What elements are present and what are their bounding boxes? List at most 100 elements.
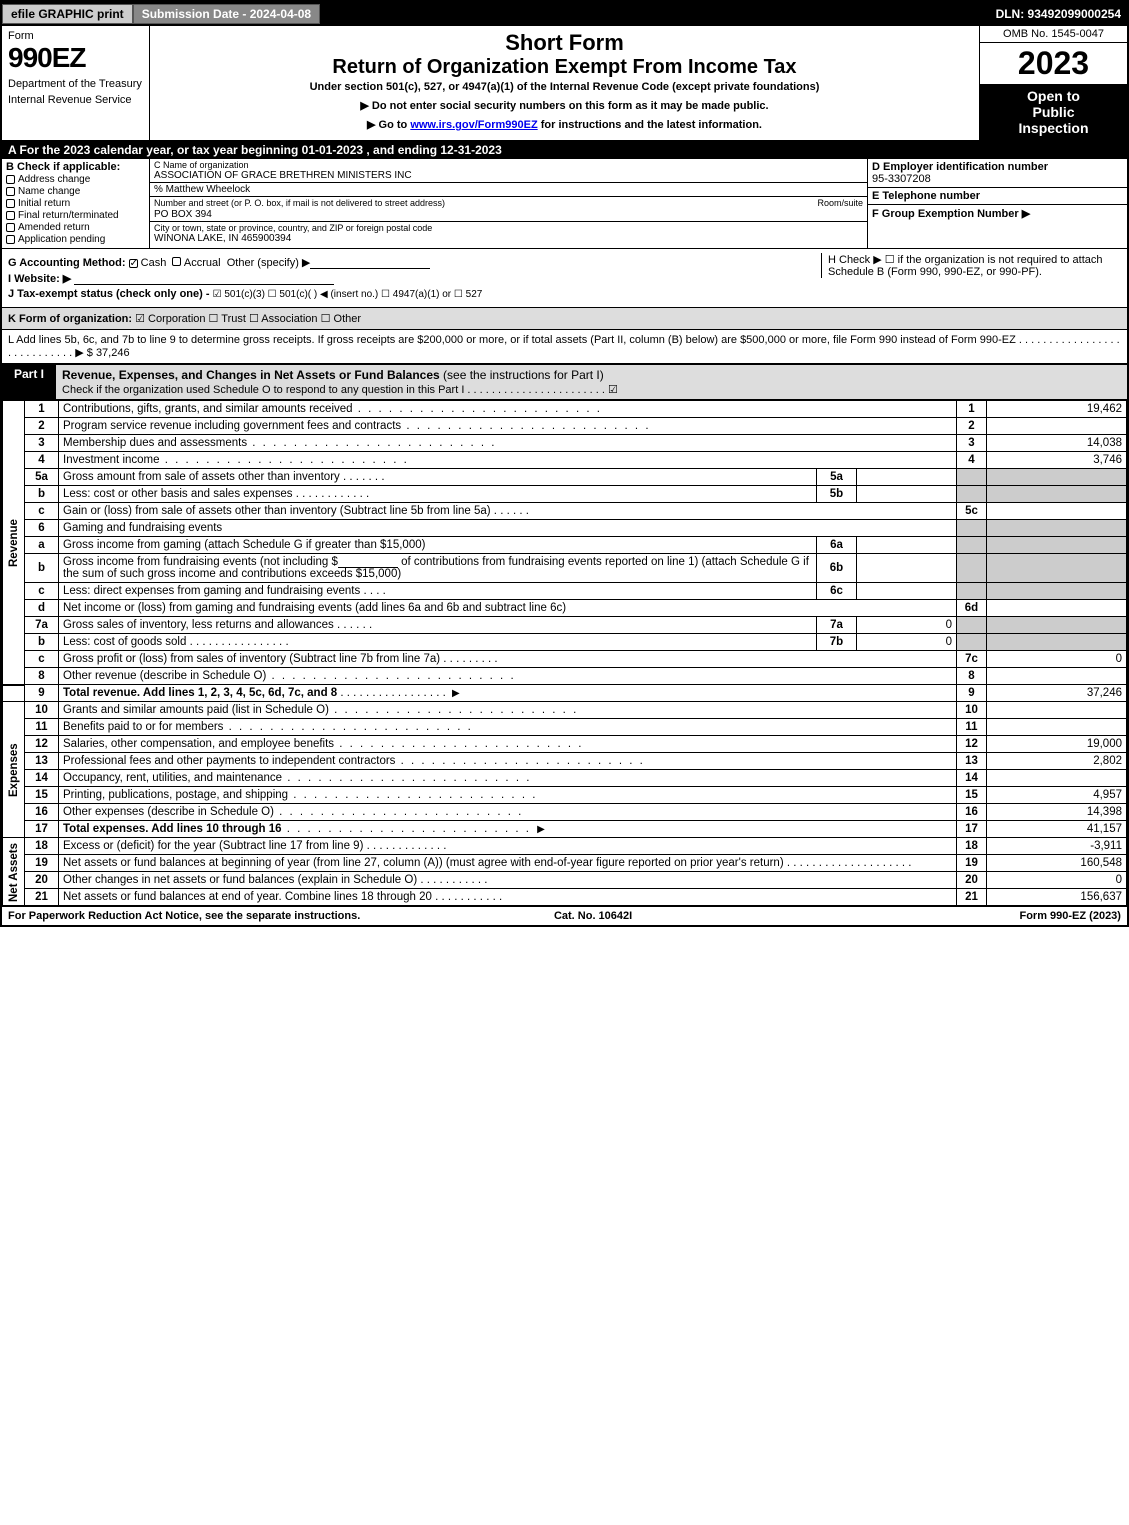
chk-label: Final return/terminated — [18, 210, 119, 221]
line-num: 10 — [25, 702, 59, 719]
line-box: 15 — [957, 787, 987, 804]
sub-amount — [857, 469, 957, 486]
line-amount — [987, 668, 1127, 685]
f-label: F Group Exemption Number ▶ — [872, 208, 1030, 220]
c-label: C Name of organization — [154, 160, 863, 170]
line-box: 5c — [957, 503, 987, 520]
line-desc: Net assets or fund balances at end of ye… — [59, 889, 957, 906]
footer-left: For Paperwork Reduction Act Notice, see … — [8, 910, 360, 922]
sub-box: 7b — [817, 634, 857, 651]
line-box: 16 — [957, 804, 987, 821]
efile-print-button[interactable]: efile GRAPHIC print — [2, 4, 133, 24]
line-num: 8 — [25, 668, 59, 685]
line-num: 11 — [25, 719, 59, 736]
submission-date-button[interactable]: Submission Date - 2024-04-08 — [133, 4, 320, 24]
chk-label: Amended return — [18, 222, 90, 233]
sub-amount — [857, 537, 957, 554]
header-right: OMB No. 1545-0047 2023 Open to Public In… — [979, 26, 1127, 140]
shade-cell — [957, 634, 987, 651]
inspect-2: Public — [1032, 104, 1074, 120]
chk-name-change[interactable]: Name change — [6, 186, 145, 197]
shade-cell — [957, 486, 987, 503]
table-row: c Gain or (loss) from sale of assets oth… — [3, 503, 1127, 520]
line-desc: Gaming and fundraising events — [59, 520, 957, 537]
l-text: L Add lines 5b, 6c, and 7b to line 9 to … — [8, 334, 1120, 359]
line-num: c — [25, 503, 59, 520]
line-num: 4 — [25, 452, 59, 469]
line-amount: 3,746 — [987, 452, 1127, 469]
line-box: 7c — [957, 651, 987, 668]
table-row: 15Printing, publications, postage, and s… — [3, 787, 1127, 804]
inspect-3: Inspection — [1018, 120, 1088, 136]
j-label: J Tax-exempt status (check only one) - — [8, 288, 210, 300]
sub-amount — [857, 486, 957, 503]
line-box: 14 — [957, 770, 987, 787]
g-other: Other (specify) ▶ — [227, 257, 311, 269]
part1-paren: (see the instructions for Part I) — [443, 368, 604, 382]
chk-address-change[interactable]: Address change — [6, 174, 145, 185]
shade-cell — [987, 486, 1127, 503]
line-amount: 160,548 — [987, 855, 1127, 872]
table-row: c Less: direct expenses from gaming and … — [3, 583, 1127, 600]
sub-box: 6c — [817, 583, 857, 600]
line-box: 19 — [957, 855, 987, 872]
line-num: d — [25, 600, 59, 617]
line-box: 6d — [957, 600, 987, 617]
goto-post: for instructions and the latest informat… — [538, 119, 762, 131]
e-label: E Telephone number — [872, 190, 980, 202]
line-desc: Less: cost of goods sold . . . . . . . .… — [59, 634, 817, 651]
line-num: 1 — [25, 401, 59, 418]
street-label: Number and street (or P. O. box, if mail… — [154, 198, 445, 208]
open-public-inspection: Open to Public Inspection — [980, 84, 1127, 140]
shade-cell — [987, 469, 1127, 486]
line-desc: Grants and similar amounts paid (list in… — [59, 702, 957, 719]
checkbox-icon — [6, 223, 15, 232]
footer-right: Form 990-EZ (2023) — [1019, 910, 1120, 922]
section-k: K Form of organization: ☑ Corporation ☐ … — [2, 308, 1127, 330]
city-label: City or town, state or province, country… — [154, 223, 863, 233]
blank-input[interactable] — [338, 556, 398, 568]
g-other-input[interactable] — [310, 257, 430, 269]
chk-initial-return[interactable]: Initial return — [6, 198, 145, 209]
chk-label: Name change — [18, 186, 80, 197]
k-label: K Form of organization: — [8, 313, 132, 325]
chk-application-pending[interactable]: Application pending — [6, 234, 145, 245]
shade-cell — [957, 617, 987, 634]
chk-final-return[interactable]: Final return/terminated — [6, 210, 145, 221]
section-j: J Tax-exempt status (check only one) - ☑… — [8, 288, 1121, 300]
line-amount: 14,398 — [987, 804, 1127, 821]
line-desc: Occupancy, rent, utilities, and maintena… — [59, 770, 957, 787]
table-row: 13Professional fees and other payments t… — [3, 753, 1127, 770]
line-num: 7a — [25, 617, 59, 634]
goto-note: ▶ Go to www.irs.gov/Form990EZ for instru… — [158, 118, 971, 131]
line-num: 19 — [25, 855, 59, 872]
line-desc: Other expenses (describe in Schedule O) — [59, 804, 957, 821]
checkbox-icon[interactable] — [129, 259, 138, 268]
line-num: a — [25, 537, 59, 554]
chk-label: Application pending — [18, 234, 105, 245]
line-desc: Contributions, gifts, grants, and simila… — [59, 401, 957, 418]
checkbox-icon[interactable] — [172, 257, 181, 266]
chk-amended-return[interactable]: Amended return — [6, 222, 145, 233]
row-g-h: H Check ▶ ☐ if the organization is not r… — [2, 249, 1127, 308]
checkbox-icon — [6, 187, 15, 196]
line-num: 3 — [25, 435, 59, 452]
line-box: 9 — [957, 685, 987, 702]
part1-title-text: Revenue, Expenses, and Changes in Net As… — [62, 368, 440, 382]
line-desc: Other changes in net assets or fund bala… — [59, 872, 957, 889]
irs-link[interactable]: www.irs.gov/Form990EZ — [410, 119, 537, 131]
form-word: Form — [8, 30, 143, 42]
line-box: 12 — [957, 736, 987, 753]
section-l: L Add lines 5b, 6c, and 7b to line 9 to … — [2, 330, 1127, 364]
line-desc: Less: direct expenses from gaming and fu… — [59, 583, 817, 600]
goto-pre: ▶ Go to — [367, 119, 410, 131]
line-box: 21 — [957, 889, 987, 906]
line-box: 10 — [957, 702, 987, 719]
omb-number: OMB No. 1545-0047 — [980, 26, 1127, 43]
website-input[interactable] — [74, 273, 334, 285]
shade-cell — [987, 520, 1127, 537]
table-row: 5a Gross amount from sale of assets othe… — [3, 469, 1127, 486]
line-num: 2 — [25, 418, 59, 435]
checkbox-icon — [6, 199, 15, 208]
shade-cell — [957, 520, 987, 537]
